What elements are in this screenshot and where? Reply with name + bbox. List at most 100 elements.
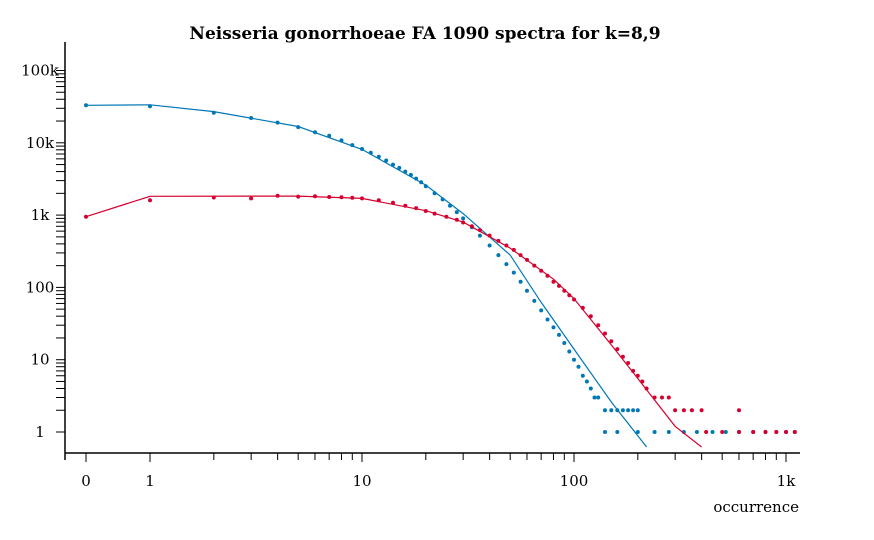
- data-point: [609, 408, 614, 413]
- data-point: [603, 331, 607, 336]
- data-point: [403, 203, 408, 208]
- data-point: [615, 408, 620, 413]
- data-point: [673, 408, 678, 413]
- data-point: [576, 364, 581, 369]
- data-point: [539, 268, 544, 273]
- data-point: [313, 130, 317, 135]
- data-point: [419, 180, 424, 185]
- y-tick-label: 1: [35, 423, 45, 441]
- data-point: [432, 191, 437, 196]
- data-point: [584, 379, 589, 384]
- data-point: [211, 110, 216, 115]
- data-point: [545, 317, 550, 322]
- data-point: [635, 408, 640, 413]
- data-point: [360, 196, 364, 201]
- data-point: [532, 298, 537, 303]
- data-point: [350, 143, 355, 148]
- data-point: [615, 347, 620, 352]
- data-point: [635, 430, 640, 434]
- data-point: [588, 386, 593, 391]
- data-point: [432, 211, 437, 216]
- fit-line: [85, 104, 648, 448]
- y-tick-label: 10k: [26, 134, 55, 152]
- data-point: [652, 430, 657, 434]
- data-point: [626, 408, 631, 413]
- data-point: [603, 408, 607, 413]
- data-point: [518, 279, 523, 284]
- data-point: [296, 194, 301, 199]
- x-tick-label: 0: [81, 472, 91, 490]
- data-point: [704, 430, 709, 434]
- data-point: [249, 196, 254, 201]
- data-point: [572, 297, 576, 302]
- data-point: [339, 138, 344, 143]
- data-point: [525, 257, 529, 262]
- data-point: [660, 395, 664, 400]
- data-point: [397, 165, 402, 170]
- data-point: [350, 195, 355, 200]
- data-point: [635, 373, 640, 378]
- data-point: [249, 116, 254, 120]
- data-point: [477, 233, 482, 238]
- x-tick-label: 100: [560, 472, 589, 490]
- data-point: [487, 243, 492, 248]
- data-point: [557, 332, 561, 337]
- data-point: [211, 195, 216, 200]
- data-point: [784, 430, 788, 434]
- data-point: [681, 408, 686, 413]
- data-point: [539, 308, 544, 313]
- data-point: [448, 203, 452, 208]
- data-point: [615, 430, 620, 434]
- data-point: [391, 200, 395, 205]
- data-point: [403, 169, 408, 174]
- series-0: [84, 103, 797, 448]
- data-point: [454, 217, 459, 222]
- data-point: [461, 220, 466, 225]
- data-point: [504, 243, 509, 248]
- data-point: [469, 224, 474, 229]
- data-point: [327, 195, 332, 199]
- data-point: [384, 158, 389, 163]
- data-point: [511, 270, 516, 275]
- data-point: [414, 206, 419, 211]
- data-point: [562, 341, 567, 345]
- data-point: [603, 430, 607, 434]
- data-point: [148, 198, 152, 203]
- data-point: [532, 263, 537, 268]
- data-point: [376, 154, 381, 159]
- data-point: [737, 408, 741, 413]
- data-point: [84, 103, 88, 108]
- data-point: [461, 216, 466, 221]
- data-point: [720, 430, 725, 434]
- data-point: [640, 379, 645, 384]
- data-point: [313, 194, 317, 199]
- data-point: [737, 430, 741, 434]
- data-point: [487, 233, 492, 238]
- data-point: [567, 349, 572, 354]
- data-point: [620, 408, 625, 413]
- data-point: [551, 279, 556, 284]
- data-point: [391, 162, 395, 167]
- data-point: [360, 147, 364, 151]
- data-point: [496, 238, 501, 243]
- plot-area: [84, 103, 797, 448]
- data-point: [368, 150, 373, 155]
- data-point: [504, 262, 509, 267]
- data-point: [588, 314, 593, 319]
- data-point: [477, 228, 482, 233]
- data-point: [444, 214, 449, 219]
- x-tick-label: 1: [145, 472, 155, 490]
- data-point: [631, 408, 636, 413]
- data-point: [699, 408, 704, 413]
- x-tick-label: 1k: [777, 472, 797, 490]
- data-point: [666, 395, 671, 400]
- y-tick-label: 10: [30, 351, 49, 369]
- data-point: [710, 430, 715, 434]
- data-point: [562, 288, 567, 293]
- data-point: [339, 195, 344, 200]
- data-point: [592, 395, 597, 400]
- data-point: [423, 209, 428, 213]
- y-ticks: 1 10 100 1k 10k 100k: [21, 62, 65, 441]
- data-point: [631, 368, 636, 373]
- data-point: [496, 253, 501, 258]
